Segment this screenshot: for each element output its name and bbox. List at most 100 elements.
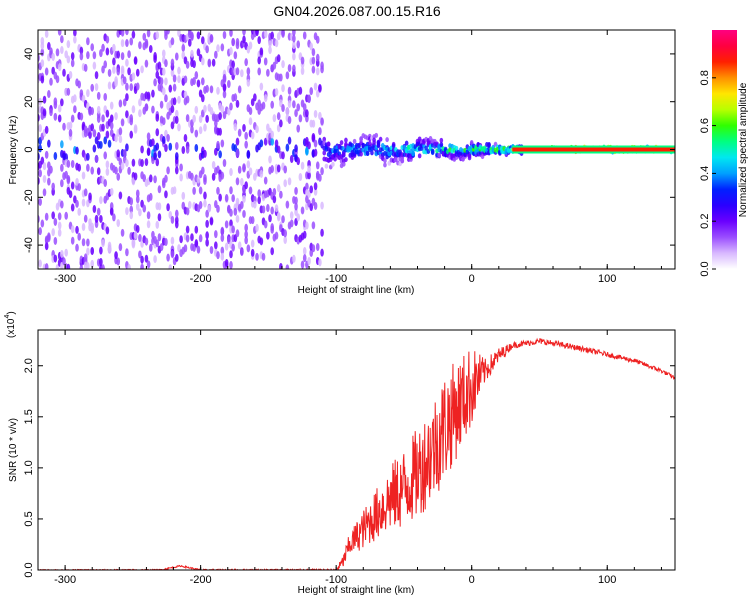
spectrogram-cell [38, 197, 42, 206]
spectrogram-cell [305, 221, 309, 230]
spectrogram-cell [272, 114, 277, 123]
spectrogram-cell [201, 77, 205, 86]
spectrogram-cell [181, 51, 186, 60]
spectrogram-cell [92, 129, 97, 138]
spectrogram-cell [259, 139, 264, 148]
spectrogram-cell [233, 207, 238, 216]
spectrogram-cell [220, 246, 225, 255]
spectrogram-cell [168, 84, 173, 93]
spectrogram-cell [302, 254, 307, 263]
spectrogram-cell [294, 208, 298, 217]
spectrogram-cell [268, 155, 272, 164]
spectrogram-cell [179, 235, 183, 244]
spectrogram-cells [38, 30, 675, 269]
spectrogram-cell [131, 240, 136, 249]
spectrogram-cell [246, 149, 251, 158]
spectrogram-cell [148, 243, 153, 252]
snr-y-label: SNR (10 * v/v) [8, 418, 19, 482]
spectrogram-cell [307, 94, 311, 103]
spectrogram-cell [96, 132, 101, 141]
snr-xtick-label: 100 [598, 574, 616, 586]
spectrogram-cell [135, 224, 140, 233]
spectrogram-cell [44, 150, 49, 159]
spectrogram-cell [62, 257, 66, 266]
spectrogram-cell [250, 216, 255, 225]
spectrogram-cell [116, 50, 121, 59]
spectrogram-cell [454, 145, 459, 151]
spectrogram-cell [263, 30, 268, 39]
spectrogram-cell [157, 61, 162, 70]
spectrogram-cell [47, 42, 51, 51]
spectrogram-cell [211, 172, 216, 181]
spectrogram-cell [131, 72, 136, 81]
spectrogram-cell [383, 158, 387, 164]
colorbar-tick-label: 0.2 [699, 214, 711, 229]
spectrogram-cell [281, 151, 285, 160]
spectrogram-cell [313, 139, 318, 148]
spectrogram-cell [224, 220, 229, 229]
spectrogram-cell [86, 37, 90, 46]
spectrogram-cell [287, 64, 292, 73]
spectrogram-xtick-label: -100 [325, 273, 347, 285]
spectrogram-cell [296, 103, 301, 112]
spectrogram-cell [70, 114, 75, 123]
spectrogram-cell [51, 52, 55, 61]
spectrogram-cell [125, 248, 129, 257]
spectrogram-cell [257, 36, 261, 45]
spectrogram-cell [83, 63, 88, 72]
spectrogram-cell [66, 87, 71, 96]
spectrogram-cell [75, 146, 79, 155]
spectrogram-cell [224, 242, 229, 251]
snr-scale-exponent: 4 [4, 315, 11, 319]
spectrogram-cell [49, 77, 53, 86]
spectrogram-cell [248, 167, 253, 176]
spectrogram-cell [68, 190, 73, 199]
spectrogram-cell [233, 51, 238, 60]
spectrogram-cell [289, 155, 294, 164]
spectrogram-cell [90, 259, 95, 268]
spectrogram-cell [272, 188, 277, 197]
spectrogram-cell [292, 34, 296, 43]
spectrogram-cell [70, 59, 75, 68]
spectrogram-cell [315, 243, 320, 252]
spectrogram-cell [224, 259, 229, 268]
colorbar: 0.0 0.2 0.4 0.6 0.8 Normalized spectral ampl… [699, 30, 749, 277]
spectrogram-cell [196, 245, 201, 254]
spectrogram-cell [174, 209, 179, 218]
spectrogram-cell [244, 230, 248, 239]
spectrogram-cell [77, 232, 82, 241]
spectrogram-cell [309, 203, 314, 212]
spectrogram-cell [112, 43, 116, 52]
spectrogram-cell [300, 206, 305, 215]
spectrogram-cell [125, 110, 129, 119]
spectrogram-cell [279, 73, 283, 82]
spectrogram-cell [172, 186, 177, 195]
spectrogram-cell [313, 148, 318, 157]
spectrogram-cell [287, 116, 292, 125]
spectrogram-cell [400, 158, 405, 164]
spectrogram-cell [283, 179, 288, 188]
spectrogram-cell [315, 161, 320, 170]
spectrogram-cell [77, 207, 82, 216]
spectrogram-cell [235, 99, 240, 108]
spectrogram-y-ticks: -40 -20 0 20 40 [23, 48, 675, 253]
spectrogram-cell [81, 198, 86, 207]
spectrogram-cell [229, 47, 233, 56]
spectrogram-cell [242, 30, 246, 36]
spectrogram-ytick-label: -40 [23, 237, 35, 253]
spectrogram-cell [73, 35, 77, 44]
spectrogram-cell [211, 161, 216, 170]
spectrogram-cell [83, 214, 88, 223]
spectrogram-cell [192, 77, 196, 86]
spectrogram-cell [42, 108, 47, 117]
spectrogram-cell [47, 139, 51, 148]
spectrogram-cell [94, 83, 99, 92]
spectrogram-cell [60, 98, 64, 107]
spectrogram-cell [75, 243, 79, 252]
spectrogram-cell [159, 100, 164, 109]
spectrogram-cell [70, 225, 75, 234]
spectrogram-cell [90, 246, 95, 255]
spectrogram-cell [276, 112, 281, 121]
spectrogram-cell [311, 132, 316, 141]
spectrogram-cell [109, 202, 114, 211]
